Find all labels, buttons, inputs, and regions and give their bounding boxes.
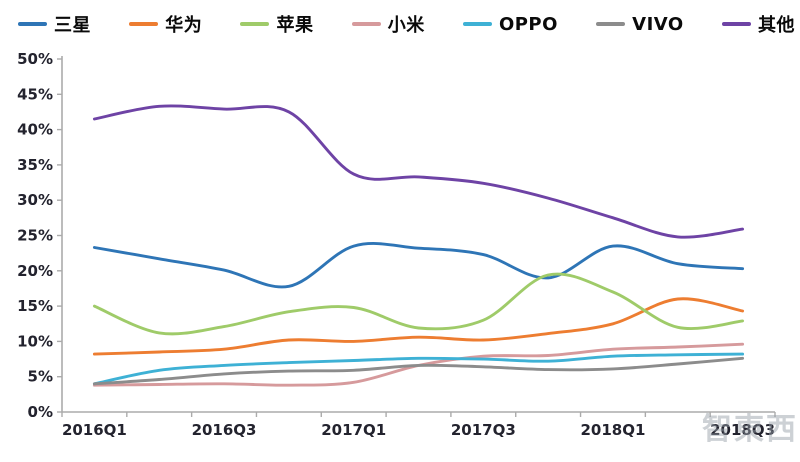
legend: 三星 华为 苹果 小米 OPPO VIVO 其他 [18, 8, 795, 40]
legend-item-samsung: 三星 [18, 11, 91, 37]
series-line-vivo [92, 356, 745, 386]
legend-label-vivo: VIVO [632, 13, 684, 35]
legend-item-vivo: VIVO [596, 14, 684, 35]
y-axis-tick-label: 10% [17, 332, 53, 350]
x-axis-tick-label: 2018Q3 [710, 421, 775, 439]
x-axis-tick-label: 2016Q1 [62, 421, 127, 439]
y-axis-tick-label: 15% [17, 297, 53, 315]
x-axis-tick-label: 2018Q1 [580, 421, 645, 439]
legend-label-samsung: 三星 [54, 15, 91, 36]
legend-item-xiaomi: 小米 [351, 11, 425, 37]
legend-swatch-samsung [18, 22, 47, 26]
legend-label-apple: 苹果 [276, 15, 314, 36]
legend-label-huawei: 华为 [165, 15, 203, 36]
y-axis-tick-label: 25% [17, 227, 53, 245]
series-line-samsung [92, 242, 745, 289]
legend-swatch-huawei [129, 22, 159, 26]
y-axis-tick-label: 35% [17, 156, 53, 174]
x-axis-tick-label: 2016Q3 [192, 421, 257, 439]
y-axis-tick-label: 0% [28, 403, 53, 421]
y-axis-tick-label: 50% [17, 50, 53, 68]
y-axis-tick-label: 40% [17, 121, 53, 139]
x-axis-tick-label: 2017Q1 [321, 421, 386, 439]
legend-swatch-others [721, 22, 751, 26]
legend-swatch-apple [240, 22, 270, 26]
legend-label-oppo: OPPO [498, 13, 558, 35]
legend-item-oppo: OPPO [462, 13, 558, 35]
legend-item-huawei: 华为 [129, 11, 202, 37]
y-axis-tick-label: 20% [17, 262, 53, 280]
series-line-huawei [92, 297, 745, 356]
legend-swatch-vivo [596, 22, 626, 26]
y-axis-tick-label: 45% [17, 85, 53, 103]
legend-item-apple: 苹果 [240, 11, 313, 37]
series-line-others [92, 104, 745, 239]
series-line-apple [92, 272, 745, 336]
legend-label-xiaomi: 小米 [387, 15, 425, 36]
legend-swatch-oppo [462, 22, 492, 26]
legend-item-others: 其他 [721, 11, 795, 37]
y-axis-tick-label: 5% [28, 368, 53, 386]
legend-label-others: 其他 [757, 15, 795, 36]
legend-swatch-xiaomi [351, 22, 381, 26]
x-axis-tick-label: 2017Q3 [451, 421, 516, 439]
y-axis-tick-label: 30% [17, 191, 53, 209]
series-line-oppo [92, 352, 745, 386]
